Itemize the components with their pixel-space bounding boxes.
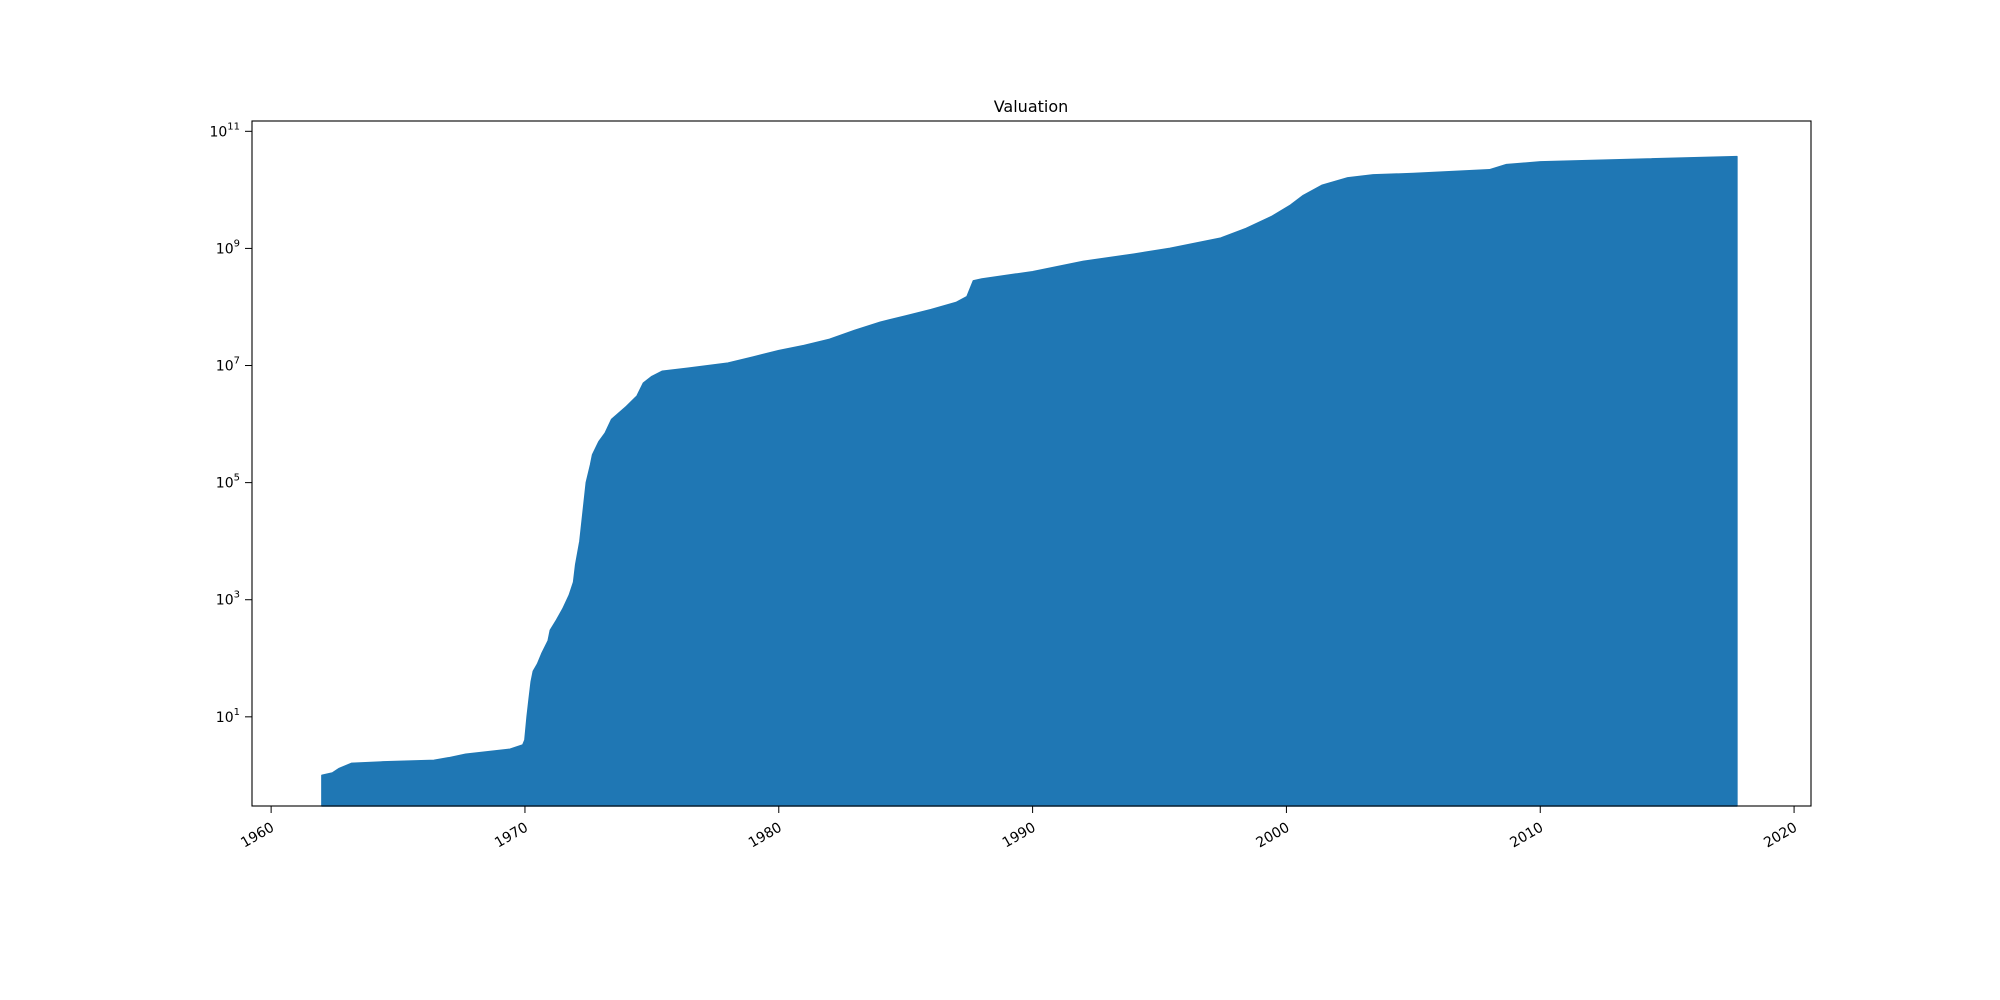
chart-title: Valuation xyxy=(994,97,1069,116)
y-tick-exponent: 7 xyxy=(234,356,240,367)
y-tick-base: 10 xyxy=(216,359,234,375)
y-tick-exponent: 9 xyxy=(234,238,240,249)
y-tick-label: 1011 xyxy=(209,121,240,140)
y-tick-exponent: 3 xyxy=(234,590,240,601)
y-tick-label: 105 xyxy=(216,473,240,492)
y-tick-base: 10 xyxy=(216,593,234,609)
y-tick-exponent: 1 xyxy=(234,707,240,718)
y-tick-exponent: 11 xyxy=(227,121,240,132)
x-tick-label: 2010 xyxy=(1507,820,1546,852)
y-tick-base: 10 xyxy=(209,124,227,140)
plot-frame xyxy=(251,120,1812,807)
y-tick-base: 10 xyxy=(216,241,234,257)
x-tick-label: 2020 xyxy=(1761,820,1800,852)
x-tick-label: 1990 xyxy=(1000,820,1039,852)
area-layer xyxy=(321,155,1738,807)
x-tick-label: 1970 xyxy=(492,820,531,852)
y-tick-exponent: 5 xyxy=(234,473,240,484)
y-tick-label: 101 xyxy=(216,707,240,726)
x-tick-label: 1960 xyxy=(238,820,277,852)
y-tick-base: 10 xyxy=(216,710,234,726)
x-tick-label: 2000 xyxy=(1254,820,1293,852)
y-tick-base: 10 xyxy=(216,476,234,492)
valuation-area xyxy=(321,155,1738,807)
y-tick-label: 109 xyxy=(216,238,240,257)
x-tick-label: 1980 xyxy=(746,820,785,852)
x-axis: 1960 1970 1980 1990 2000 2010 2020 xyxy=(238,806,1800,851)
y-tick-label: 103 xyxy=(216,590,240,609)
y-tick-label: 107 xyxy=(216,356,240,375)
